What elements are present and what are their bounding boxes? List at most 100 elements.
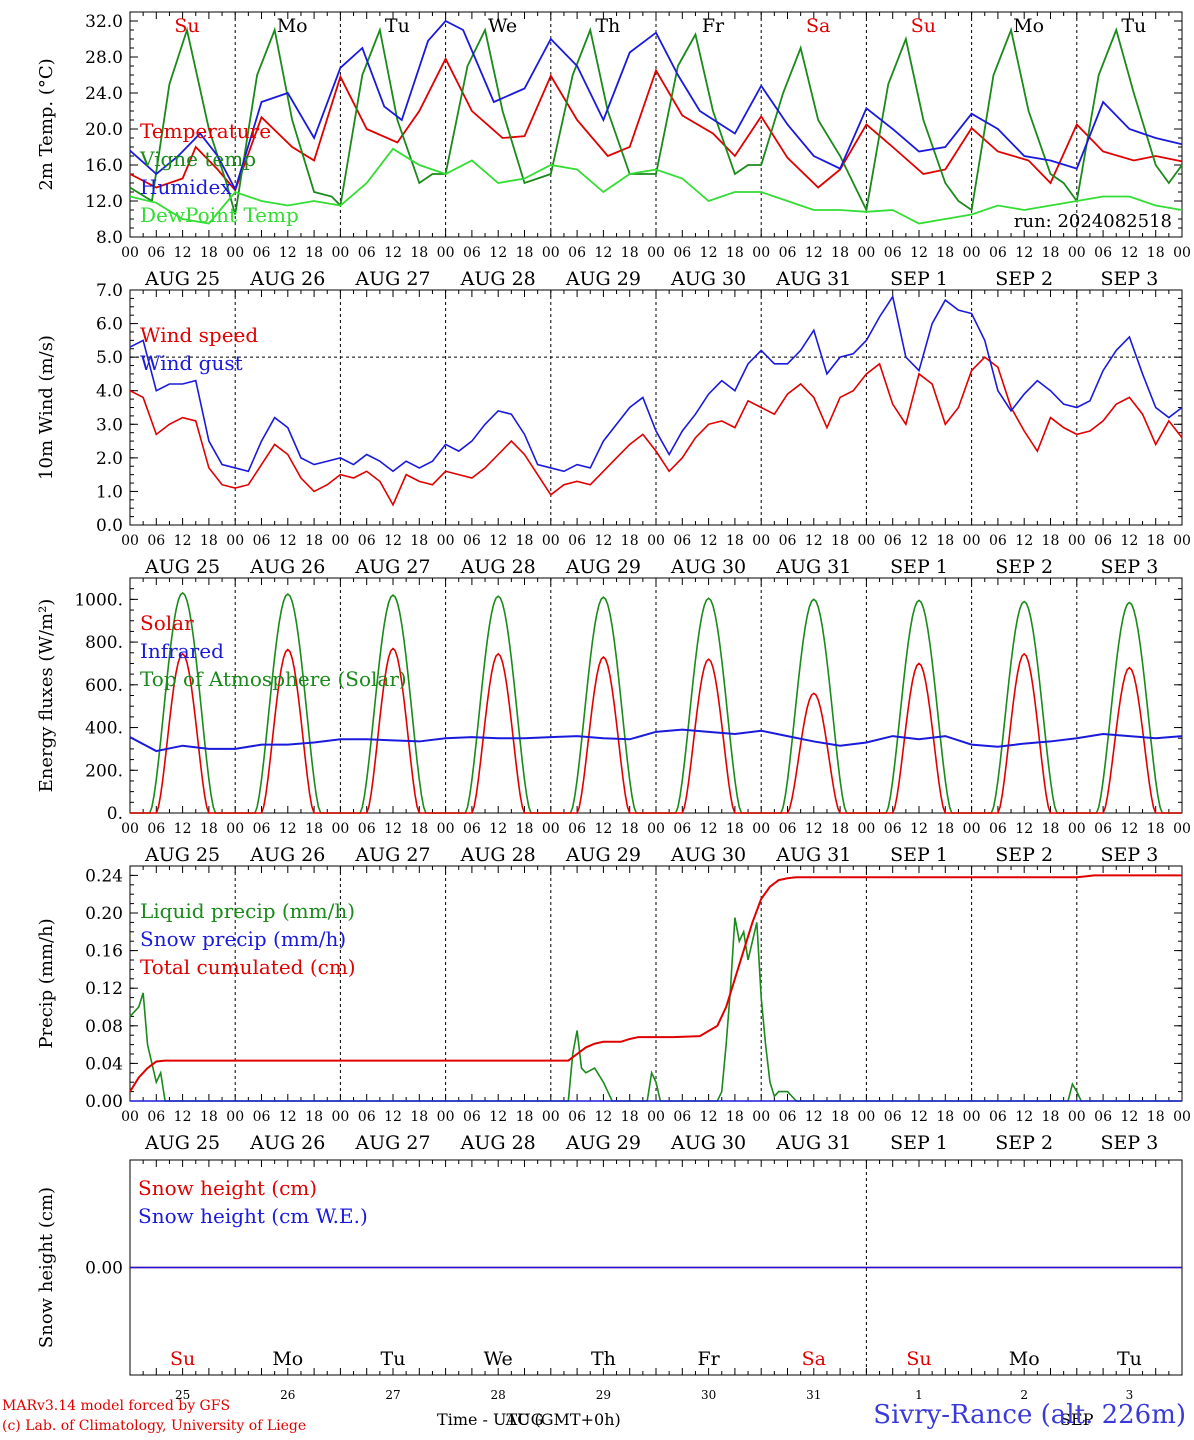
day-number-label: 2 (1020, 1388, 1028, 1402)
x-hour-label: 12 (279, 245, 297, 261)
x-hour-label: 18 (1042, 533, 1060, 549)
series-line-top-of-atmosphere (130, 591, 1182, 814)
y-axis-label: Snow height (cm) (36, 1187, 57, 1348)
x-hour-label: 00 (331, 533, 349, 549)
x-hour-label: 12 (1120, 1109, 1138, 1125)
x-hour-label: 00 (331, 1109, 349, 1125)
x-hour-label: 18 (516, 821, 534, 837)
x-hour-label: 12 (594, 821, 612, 837)
y-tick-label: 0.00 (85, 1259, 123, 1279)
x-hour-label: 06 (1094, 245, 1112, 261)
series-line-wind-gust (129, 294, 1183, 473)
y-tick-label: 600. (85, 676, 123, 696)
x-hour-label: 18 (516, 245, 534, 261)
x-hour-label: 00 (963, 245, 981, 261)
weekday-label: Tu (381, 1348, 406, 1370)
x-hour-label: 12 (1015, 533, 1033, 549)
x-hour-label: 06 (1094, 821, 1112, 837)
x-hour-label: 18 (516, 1109, 534, 1125)
x-hour-label: 12 (805, 533, 823, 549)
x-hour-label: 12 (805, 1109, 823, 1125)
x-date-label: AUG 27 (354, 844, 430, 866)
day-number-label: 29 (596, 1388, 611, 1402)
legend-entry: Snow height (cm) (138, 1176, 317, 1200)
y-tick-label: 2.0 (96, 449, 123, 469)
x-hour-label: 12 (1015, 1109, 1033, 1125)
x-hour-label: 18 (936, 245, 954, 261)
x-hour-label: 00 (226, 533, 244, 549)
x-hour-label: 18 (410, 533, 428, 549)
x-hour-label: 06 (463, 533, 481, 549)
x-hour-label: 18 (200, 1109, 218, 1125)
x-hour-label: 12 (910, 533, 928, 549)
y-tick-label: 800. (85, 633, 123, 653)
y-tick-label: 8.0 (96, 228, 123, 248)
x-date-label: AUG 28 (460, 844, 536, 866)
x-hour-label: 18 (410, 1109, 428, 1125)
run-label: run: 2024082518 (1014, 211, 1172, 232)
x-date-label: AUG 26 (249, 1132, 325, 1154)
x-hour-label: 06 (673, 245, 691, 261)
x-hour-label: 06 (989, 533, 1007, 549)
x-hour-label: 00 (647, 1109, 665, 1125)
x-hour-label: 12 (910, 1109, 928, 1125)
weekday-label: Sa (802, 1348, 826, 1370)
x-hour-label: 06 (463, 245, 481, 261)
x-hour-label: 00 (121, 533, 139, 549)
x-hour-label: 12 (489, 1109, 507, 1125)
x-hour-label: 00 (226, 1109, 244, 1125)
x-hour-label: 18 (831, 821, 849, 837)
weekday-label: Sa (806, 15, 830, 37)
x-hour-label: 00 (647, 821, 665, 837)
x-hour-label: 12 (1120, 533, 1138, 549)
x-date-label: AUG 27 (354, 556, 430, 578)
x-hour-label: 06 (673, 821, 691, 837)
y-tick-label: 32.0 (85, 12, 123, 32)
legend-entry: Humidex (140, 175, 232, 199)
x-date-label: SEP 3 (1100, 268, 1158, 290)
x-date-label: SEP 2 (995, 1132, 1053, 1154)
x-hour-label: 00 (1068, 245, 1086, 261)
x-hour-label: 00 (542, 533, 560, 549)
x-hour-label: 18 (305, 1109, 323, 1125)
x-hour-label: 18 (410, 245, 428, 261)
x-hour-label: 18 (305, 245, 323, 261)
day-number-label: 27 (385, 1388, 400, 1402)
x-date-label: AUG 25 (144, 556, 220, 578)
x-hour-label: 18 (200, 245, 218, 261)
x-hour-label: 00 (226, 245, 244, 261)
weekday-label: Tu (385, 15, 410, 37)
x-hour-label: 00 (752, 821, 770, 837)
x-hour-label: 00 (437, 1109, 455, 1125)
legend-entry: DewPoint Temp (140, 203, 299, 227)
x-hour-label: 18 (516, 533, 534, 549)
x-hour-label: 12 (279, 1109, 297, 1125)
x-hour-label: 06 (989, 821, 1007, 837)
x-hour-label: 00 (752, 1109, 770, 1125)
x-hour-label: 00 (121, 245, 139, 261)
x-hour-label: 06 (1094, 533, 1112, 549)
x-hour-label: 12 (279, 533, 297, 549)
x-hour-label: 00 (1068, 533, 1086, 549)
x-hour-label: 12 (1120, 245, 1138, 261)
x-hour-label: 00 (542, 245, 560, 261)
x-hour-label: 12 (700, 533, 718, 549)
y-axis-label: 10m Wind (m/s) (36, 335, 57, 480)
x-hour-label: 06 (1094, 1109, 1112, 1125)
x-hour-label: 12 (1015, 821, 1033, 837)
series-line-total-cumulated-cm- (129, 874, 1182, 1093)
x-hour-label: 06 (253, 1109, 271, 1125)
x-hour-label: 00 (857, 1109, 875, 1125)
x-hour-label: 18 (621, 1109, 639, 1125)
legend-entry: Infrared (140, 639, 224, 663)
day-number-label: 28 (491, 1388, 506, 1402)
x-hour-label: 18 (1147, 245, 1165, 261)
weekday-label: Tu (1121, 15, 1146, 37)
weekday-label: Fr (697, 1348, 720, 1370)
x-date-label: AUG 26 (249, 268, 325, 290)
legend-entry: Snow precip (mm/h) (140, 927, 346, 951)
x-hour-label: 06 (568, 821, 586, 837)
x-hour-label: 18 (1042, 1109, 1060, 1125)
x-hour-label: 06 (989, 1109, 1007, 1125)
x-hour-label: 12 (174, 821, 192, 837)
